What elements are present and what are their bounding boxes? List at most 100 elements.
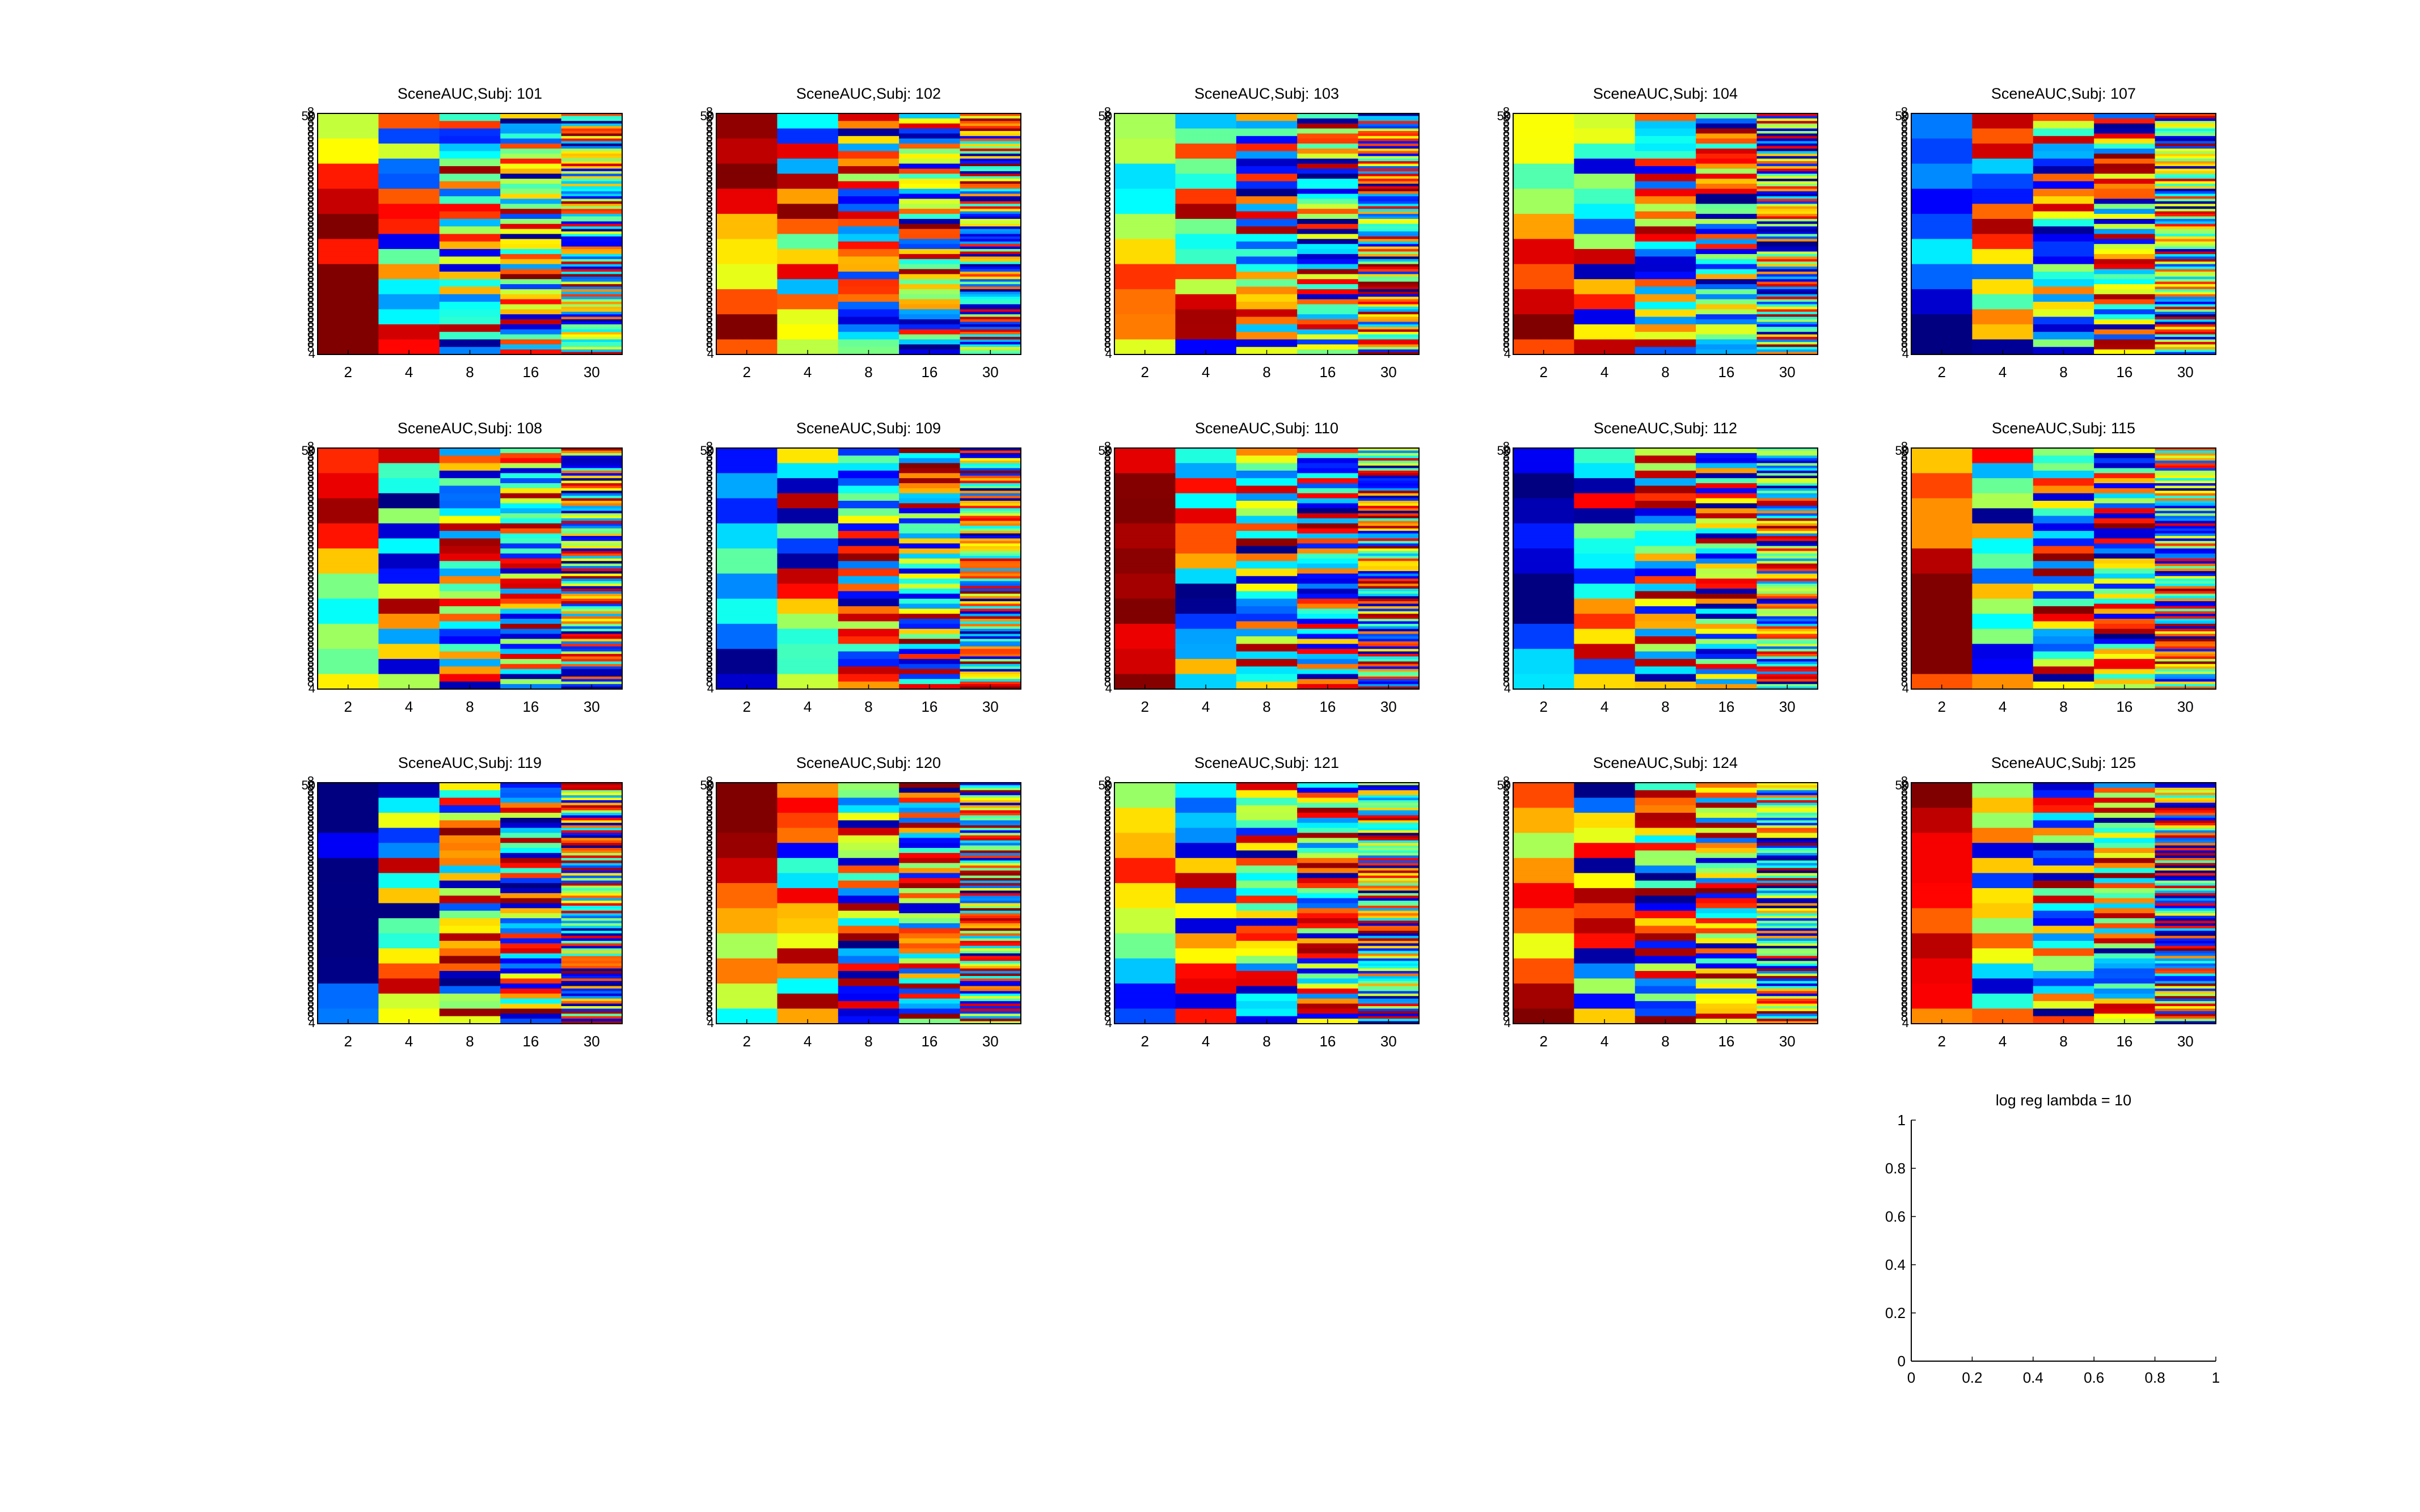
heatmap-cell [1756,636,1818,640]
heatmap-cell [1175,531,1237,534]
heatmap-cell [1574,267,1636,270]
heatmap-cell [838,628,899,632]
heatmap-cell [1114,279,1176,282]
heatmap-cell [1696,485,1758,489]
y-tick-label: 8 [1503,295,1510,310]
heatmap-cell [1696,183,1758,187]
heatmap-cell [1911,513,1973,517]
heatmap-cell [561,244,623,247]
heatmap-cell [1513,341,1574,345]
heatmap-cell [1696,284,1758,288]
heatmap-cell [716,297,778,300]
heatmap-cell [318,483,379,487]
heatmap-cell [1635,523,1696,526]
heatmap-cell [1911,201,1973,204]
heatmap-cell [1911,123,1973,126]
heatmap-cell [1175,204,1237,207]
heatmap-cell [1911,166,1973,169]
heatmap-cell [899,123,961,126]
heatmap-cell [1236,619,1298,622]
y-tick-label: 8 [1901,120,1908,134]
heatmap-cell [1911,274,1973,277]
heatmap-cell [1513,584,1574,587]
heatmap-cell [1574,588,1636,592]
y-tick-label: 8 [1503,104,1510,119]
heatmap-cell [1696,631,1758,635]
heatmap-cell [561,133,623,137]
heatmap-cell [439,631,501,635]
heatmap-cell [318,136,379,139]
heatmap-cell [2033,299,2094,302]
heatmap-cell [561,231,623,235]
heatmap-cell [1756,628,1818,632]
heatmap-cell [1358,234,1420,237]
heatmap-cell [899,163,961,167]
heatmap-cell [899,616,961,619]
heatmap-cell [960,309,1021,312]
heatmap-cell [838,658,899,662]
heatmap-cell [1972,179,2034,182]
heatmap-cell [1756,533,1818,537]
heatmap-cell [500,156,562,159]
heatmap-cell [500,658,562,662]
heatmap-cell [960,513,1021,517]
heatmap-cell [561,661,623,665]
heatmap-cell [1114,211,1176,214]
heatmap-cell [439,526,501,529]
heatmap-cell [2094,337,2156,340]
heatmap-cell [1114,284,1176,288]
heatmap-cell [561,533,623,537]
heatmap-cell [716,198,778,202]
heatmap-cell [1297,329,1359,332]
heatmap-cell [1696,669,1758,672]
heatmap-cell [378,568,440,572]
heatmap-cell [1358,470,1420,474]
heatmap-cell [439,674,501,677]
heatmap-cell [1236,319,1298,323]
heatmap-cell [2155,256,2216,260]
heatmap-cell [1696,239,1758,242]
heatmap-cell [1236,261,1298,265]
heatmap-cell [1358,289,1420,292]
heatmap-cell [960,126,1021,129]
heatmap-cell [899,676,961,679]
heatmap-cell [1297,292,1359,295]
heatmap-cell [716,553,778,556]
heatmap-cell [716,249,778,252]
heatmap-cell [500,478,562,482]
heatmap-cell [2094,193,2156,197]
heatmap-cell [716,261,778,265]
heatmap-cell [899,176,961,179]
heatmap-cell [777,551,839,554]
heatmap-cell [439,276,501,280]
heatmap-cell [1114,138,1176,142]
heatmap-cell [1236,671,1298,675]
heatmap-cell [1513,664,1574,667]
heatmap-cell [1574,518,1636,521]
heatmap-cell [1574,674,1636,677]
heatmap-cell [318,463,379,466]
heatmap-cell [500,535,562,539]
heatmap-cell [838,193,899,197]
heatmap-cell [777,116,839,119]
heatmap-cell [1696,586,1758,589]
heatmap-cell [1972,138,2034,142]
heatmap-cell [1236,143,1298,147]
heatmap-cell [960,616,1021,619]
heatmap-cell [777,470,839,474]
heatmap-cell [1114,671,1176,675]
heatmap-cell [1756,196,1818,200]
heatmap-cell [1175,516,1237,519]
heatmap-cell [1114,453,1176,456]
heatmap-cell [2094,246,2156,250]
heatmap-cell [439,621,501,624]
heatmap-cell [1696,656,1758,660]
heatmap-cell [378,234,440,237]
heatmap-cell [561,136,623,139]
heatmap-cell [1972,279,2034,282]
heatmap-cell [777,276,839,280]
heatmap-cell [1513,581,1574,584]
heatmap-cell [561,254,623,257]
heatmap-cell [2155,341,2216,345]
heatmap-cell [1513,593,1574,597]
